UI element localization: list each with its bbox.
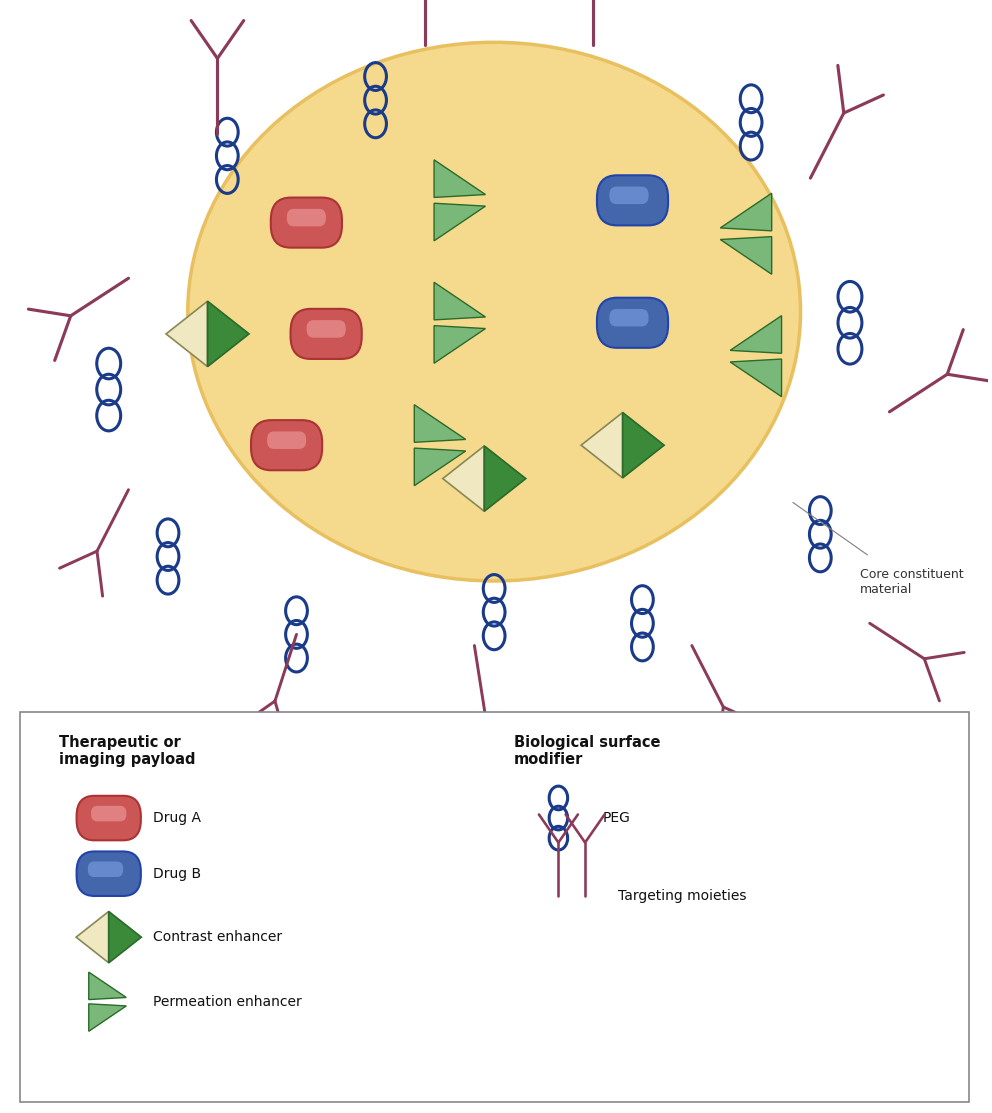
Polygon shape: [434, 204, 485, 240]
Polygon shape: [434, 160, 485, 197]
Text: Targeting moieties: Targeting moieties: [618, 889, 746, 903]
Text: PEG: PEG: [603, 811, 631, 825]
Text: Therapeutic or
imaging payload: Therapeutic or imaging payload: [60, 735, 195, 767]
FancyBboxPatch shape: [91, 806, 126, 821]
FancyBboxPatch shape: [609, 187, 649, 204]
Polygon shape: [434, 326, 485, 363]
Text: Drug A: Drug A: [153, 811, 201, 825]
Polygon shape: [434, 283, 485, 319]
Polygon shape: [623, 413, 665, 477]
FancyBboxPatch shape: [597, 298, 668, 348]
FancyBboxPatch shape: [88, 861, 123, 877]
Polygon shape: [166, 302, 207, 366]
Polygon shape: [109, 912, 141, 963]
Polygon shape: [730, 359, 782, 396]
Polygon shape: [581, 413, 623, 477]
FancyBboxPatch shape: [76, 851, 141, 896]
FancyBboxPatch shape: [267, 432, 307, 449]
FancyBboxPatch shape: [307, 321, 346, 337]
Text: Biological surface
modifier: Biological surface modifier: [514, 735, 661, 767]
Text: Contrast enhancer: Contrast enhancer: [153, 930, 283, 944]
Text: Permeation enhancer: Permeation enhancer: [153, 995, 302, 1008]
FancyBboxPatch shape: [597, 176, 668, 226]
Polygon shape: [442, 446, 484, 511]
FancyBboxPatch shape: [291, 309, 362, 358]
Polygon shape: [720, 194, 772, 230]
Polygon shape: [207, 302, 249, 366]
Text: Drug B: Drug B: [153, 867, 201, 880]
Polygon shape: [730, 316, 782, 353]
Polygon shape: [484, 446, 526, 511]
FancyBboxPatch shape: [271, 198, 342, 248]
Polygon shape: [415, 405, 465, 442]
FancyBboxPatch shape: [20, 712, 968, 1102]
Polygon shape: [415, 449, 465, 485]
Text: Core constituent
material: Core constituent material: [860, 568, 963, 595]
Polygon shape: [88, 972, 126, 999]
FancyBboxPatch shape: [609, 309, 649, 326]
Ellipse shape: [187, 42, 801, 581]
Polygon shape: [88, 1004, 126, 1032]
Polygon shape: [720, 237, 772, 274]
FancyBboxPatch shape: [251, 420, 322, 470]
FancyBboxPatch shape: [287, 209, 326, 226]
Polygon shape: [76, 912, 109, 963]
FancyBboxPatch shape: [76, 796, 141, 840]
